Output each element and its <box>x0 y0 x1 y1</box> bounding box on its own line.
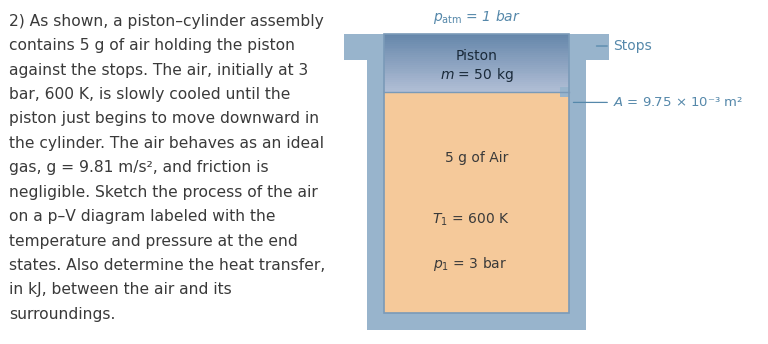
Bar <box>384 74 569 77</box>
Bar <box>384 86 569 88</box>
Bar <box>384 88 569 90</box>
Bar <box>384 34 569 36</box>
Text: on a p–V diagram labeled with the: on a p–V diagram labeled with the <box>9 209 276 224</box>
Text: bar, 600 K, is slowly cooled until the: bar, 600 K, is slowly cooled until the <box>9 87 290 102</box>
Text: piston just begins to move downward in: piston just begins to move downward in <box>9 111 319 127</box>
Bar <box>384 65 569 67</box>
Text: contains 5 g of air holding the piston: contains 5 g of air holding the piston <box>9 38 295 53</box>
Bar <box>384 50 569 52</box>
Text: 2) As shown, a piston–cylinder assembly: 2) As shown, a piston–cylinder assembly <box>9 14 324 29</box>
Bar <box>384 44 569 46</box>
Bar <box>384 59 569 61</box>
Bar <box>384 76 569 79</box>
Text: Stops: Stops <box>597 39 651 53</box>
Bar <box>384 53 569 55</box>
Bar <box>384 46 569 48</box>
Text: temperature and pressure at the end: temperature and pressure at the end <box>9 234 298 249</box>
Bar <box>384 40 569 42</box>
Text: negligible. Sketch the process of the air: negligible. Sketch the process of the ai… <box>9 185 318 200</box>
Text: against the stops. The air, initially at 3: against the stops. The air, initially at… <box>9 63 309 78</box>
Text: 5 g of Air: 5 g of Air <box>445 151 508 165</box>
Bar <box>384 80 569 83</box>
Text: the cylinder. The air behaves as an ideal: the cylinder. The air behaves as an idea… <box>9 136 324 151</box>
Bar <box>384 42 569 44</box>
Text: states. Also determine the heat transfer,: states. Also determine the heat transfer… <box>9 258 326 273</box>
Bar <box>384 34 569 313</box>
Bar <box>569 34 586 330</box>
Bar <box>384 90 569 92</box>
Bar <box>384 92 569 313</box>
Bar <box>384 55 569 57</box>
Bar <box>384 71 569 73</box>
Bar <box>569 34 609 60</box>
Bar <box>384 34 569 35</box>
Bar <box>384 67 569 69</box>
Text: $T_1$ = 600 K: $T_1$ = 600 K <box>432 212 509 228</box>
Bar <box>384 84 569 86</box>
Bar <box>560 87 569 97</box>
Bar <box>384 78 569 80</box>
Text: $m$ = 50 kg: $m$ = 50 kg <box>440 66 513 84</box>
Bar <box>384 51 569 54</box>
Text: Piston: Piston <box>455 49 498 63</box>
Bar <box>384 57 569 60</box>
Bar <box>384 38 569 40</box>
Bar <box>344 34 384 60</box>
Bar <box>384 73 569 75</box>
Bar <box>384 69 569 71</box>
Text: $p_{\rm atm}$ = 1 bar: $p_{\rm atm}$ = 1 bar <box>432 8 521 26</box>
Bar <box>384 63 569 65</box>
Bar <box>384 61 569 63</box>
Text: in kJ, between the air and its: in kJ, between the air and its <box>9 282 232 298</box>
Text: $p_1$ = 3 bar: $p_1$ = 3 bar <box>433 256 508 273</box>
Bar <box>384 47 569 50</box>
Bar <box>384 82 569 84</box>
Bar <box>367 313 586 330</box>
Bar <box>384 36 569 38</box>
Text: surroundings.: surroundings. <box>9 307 116 322</box>
Text: gas, g = 9.81 m/s², and friction is: gas, g = 9.81 m/s², and friction is <box>9 160 269 175</box>
Text: $A$ = 9.75 × 10⁻³ m²: $A$ = 9.75 × 10⁻³ m² <box>574 96 743 109</box>
Bar <box>367 34 384 330</box>
